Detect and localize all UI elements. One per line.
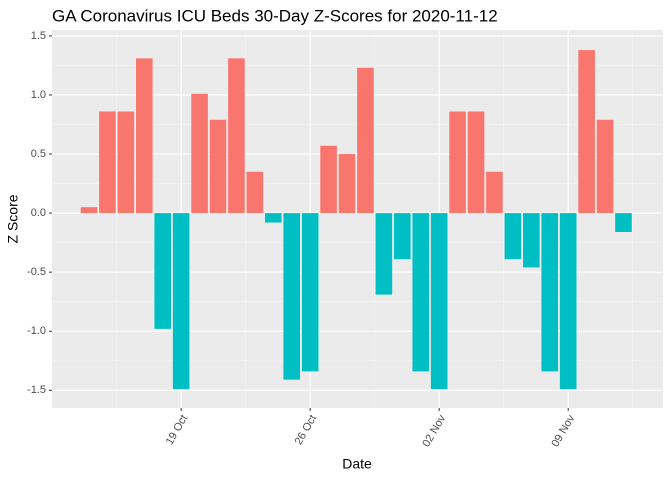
bar bbox=[135, 58, 153, 214]
bar bbox=[338, 154, 356, 214]
bar bbox=[523, 213, 540, 268]
bar bbox=[301, 213, 319, 372]
chart-title: GA Coronavirus ICU Beds 30-Day Z-Scores … bbox=[52, 6, 498, 25]
bar bbox=[80, 207, 98, 214]
bar bbox=[320, 145, 337, 214]
bar bbox=[467, 111, 485, 214]
y-tick-label: 1.5 bbox=[31, 30, 46, 42]
bar bbox=[228, 58, 245, 214]
x-tick-label: 19 Oct bbox=[164, 413, 191, 447]
y-tick-label: 0.0 bbox=[31, 207, 46, 219]
bar bbox=[486, 171, 503, 214]
x-tick-label: 26 Oct bbox=[293, 413, 320, 447]
bar bbox=[357, 67, 374, 214]
y-tick-label: -1.0 bbox=[27, 325, 46, 337]
bar bbox=[283, 213, 301, 380]
y-tick-label: -1.5 bbox=[27, 384, 46, 396]
y-tick-label: 1.0 bbox=[31, 89, 46, 101]
bar bbox=[191, 93, 208, 214]
bar bbox=[209, 119, 227, 214]
bar bbox=[375, 213, 393, 295]
bar bbox=[430, 213, 448, 390]
bar bbox=[265, 213, 282, 223]
y-tick-label: -0.5 bbox=[27, 266, 46, 278]
bar bbox=[154, 213, 172, 329]
bar bbox=[541, 213, 559, 372]
bar bbox=[172, 213, 190, 390]
bar bbox=[246, 171, 264, 214]
bar bbox=[578, 50, 595, 214]
bar bbox=[504, 213, 522, 260]
bar bbox=[596, 119, 614, 214]
bar bbox=[412, 213, 430, 372]
x-tick-label: 02 Nov bbox=[420, 413, 448, 450]
y-tick-label: 0.5 bbox=[31, 148, 46, 160]
x-axis-title: Date bbox=[342, 456, 372, 472]
bar bbox=[117, 111, 135, 214]
bar bbox=[615, 213, 632, 232]
x-tick-label: 09 Nov bbox=[549, 413, 577, 450]
bar bbox=[99, 111, 116, 214]
bar bbox=[449, 111, 466, 214]
bar bbox=[394, 213, 411, 260]
y-axis-title: Z Score bbox=[5, 194, 21, 243]
bar bbox=[559, 213, 577, 390]
